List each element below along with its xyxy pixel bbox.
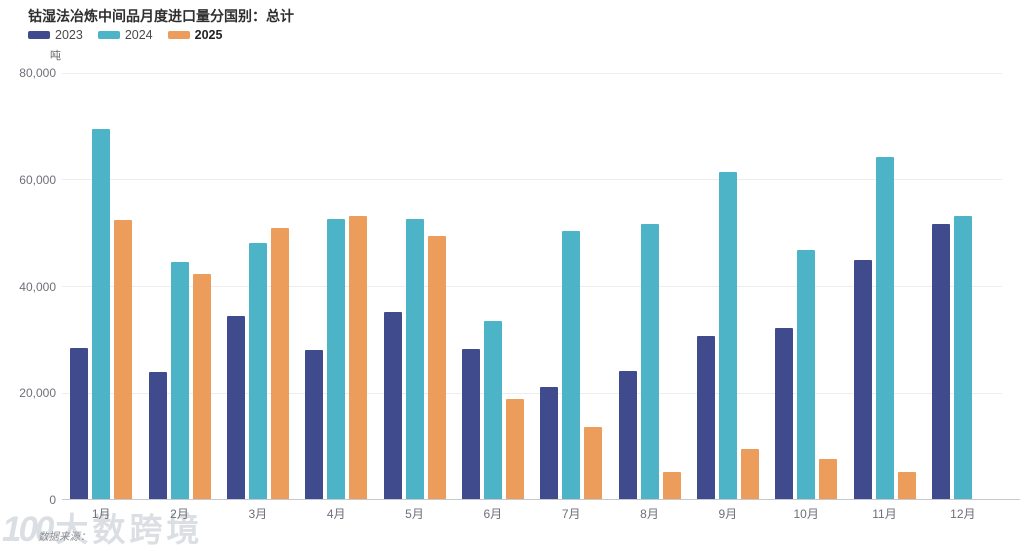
x-axis-tick-label: 11月 bbox=[872, 507, 897, 521]
x-axis-tick-label: 8月 bbox=[640, 507, 659, 521]
x-axis-tick-label: 12月 bbox=[950, 507, 976, 521]
bar-2025-1月[interactable] bbox=[114, 220, 133, 500]
x-axis-tick-label: 7月 bbox=[561, 507, 581, 521]
bar-2023-6月[interactable] bbox=[461, 349, 480, 500]
bar-2025-8月[interactable] bbox=[662, 471, 681, 500]
bar-2025-6月[interactable] bbox=[505, 399, 524, 500]
legend-item-2024[interactable]: 2024 bbox=[97, 28, 153, 42]
y-axis-tick-label: 80,000 bbox=[19, 66, 56, 80]
x-axis-tick-label: 5月 bbox=[405, 507, 424, 521]
bar-2023-1月[interactable] bbox=[70, 348, 89, 500]
gridline bbox=[62, 286, 1002, 287]
bar-2023-11月[interactable] bbox=[853, 260, 872, 500]
bar-2024-10月[interactable] bbox=[797, 250, 816, 500]
bar-2024-4月[interactable] bbox=[327, 218, 346, 500]
x-axis-tick-label: 2月 bbox=[170, 507, 189, 521]
y-axis-unit-label: 吨 bbox=[50, 50, 61, 62]
y-axis-tick-label: 0 bbox=[49, 493, 56, 507]
bar-2023-2月[interactable] bbox=[148, 371, 167, 500]
bar-2023-4月[interactable] bbox=[305, 350, 324, 500]
bar-2025-4月[interactable] bbox=[349, 216, 368, 500]
bar-2025-7月[interactable] bbox=[584, 427, 603, 500]
bar-2024-12月[interactable] bbox=[953, 215, 972, 500]
bar-2024-6月[interactable] bbox=[483, 320, 502, 500]
x-axis-tick-label: 1月 bbox=[91, 507, 111, 521]
bar-2025-11月[interactable] bbox=[897, 471, 916, 500]
x-axis-tick-label: 9月 bbox=[718, 507, 738, 521]
legend-swatch-icon bbox=[97, 31, 120, 39]
chart-legend: 2023 2024 2025 bbox=[28, 28, 222, 42]
x-axis-tick-label: 4月 bbox=[326, 507, 346, 521]
bar-2023-8月[interactable] bbox=[618, 371, 637, 500]
bar-2024-2月[interactable] bbox=[170, 261, 189, 500]
legend-label: 2025 bbox=[194, 28, 223, 42]
bar-2024-11月[interactable] bbox=[875, 156, 894, 500]
bar-2024-9月[interactable] bbox=[718, 172, 737, 500]
x-axis-tick-label: 6月 bbox=[483, 507, 503, 521]
legend-label: 2024 bbox=[124, 28, 153, 42]
bar-2023-5月[interactable] bbox=[383, 312, 402, 500]
y-axis-tick-label: 40,000 bbox=[19, 279, 56, 294]
bar-2023-9月[interactable] bbox=[696, 335, 715, 500]
bar-2023-12月[interactable] bbox=[931, 223, 950, 500]
gridline bbox=[62, 179, 1002, 181]
bar-2025-5月[interactable] bbox=[427, 236, 446, 500]
bar-2024-3月[interactable] bbox=[248, 242, 267, 500]
bar-2024-7月[interactable] bbox=[562, 231, 581, 500]
gridline bbox=[62, 72, 1002, 74]
x-axis-line bbox=[62, 499, 1020, 500]
chart-title: 钴湿法冶炼中间品月度进口量分国别：总计 bbox=[28, 8, 294, 24]
bar-2023-3月[interactable] bbox=[226, 315, 245, 500]
x-axis-tick-label: 10月 bbox=[793, 507, 819, 521]
bar-2025-3月[interactable] bbox=[270, 227, 289, 500]
bar-2025-9月[interactable] bbox=[740, 448, 759, 500]
legend-swatch-icon bbox=[167, 31, 190, 39]
legend-item-2025[interactable]: 2025 bbox=[167, 28, 223, 42]
x-axis-tick-label: 3月 bbox=[248, 507, 268, 521]
gridline bbox=[62, 392, 1002, 394]
legend-label: 2023 bbox=[55, 28, 83, 42]
plot-area bbox=[62, 72, 1002, 500]
y-axis-tick-label: 20,000 bbox=[19, 386, 56, 401]
data-source-label: 数据来源： bbox=[38, 531, 91, 543]
bar-2024-1月[interactable] bbox=[92, 129, 111, 500]
legend-swatch-icon bbox=[28, 31, 50, 39]
bar-2024-5月[interactable] bbox=[405, 219, 424, 500]
bar-2023-7月[interactable] bbox=[540, 386, 559, 500]
bar-2023-10月[interactable] bbox=[775, 328, 794, 500]
bar-2025-10月[interactable] bbox=[819, 459, 838, 500]
bar-2024-8月[interactable] bbox=[640, 223, 659, 500]
y-axis-tick-label: 60,000 bbox=[19, 172, 56, 187]
legend-item-2023[interactable]: 2023 bbox=[28, 28, 83, 42]
bar-2025-2月[interactable] bbox=[192, 274, 211, 500]
